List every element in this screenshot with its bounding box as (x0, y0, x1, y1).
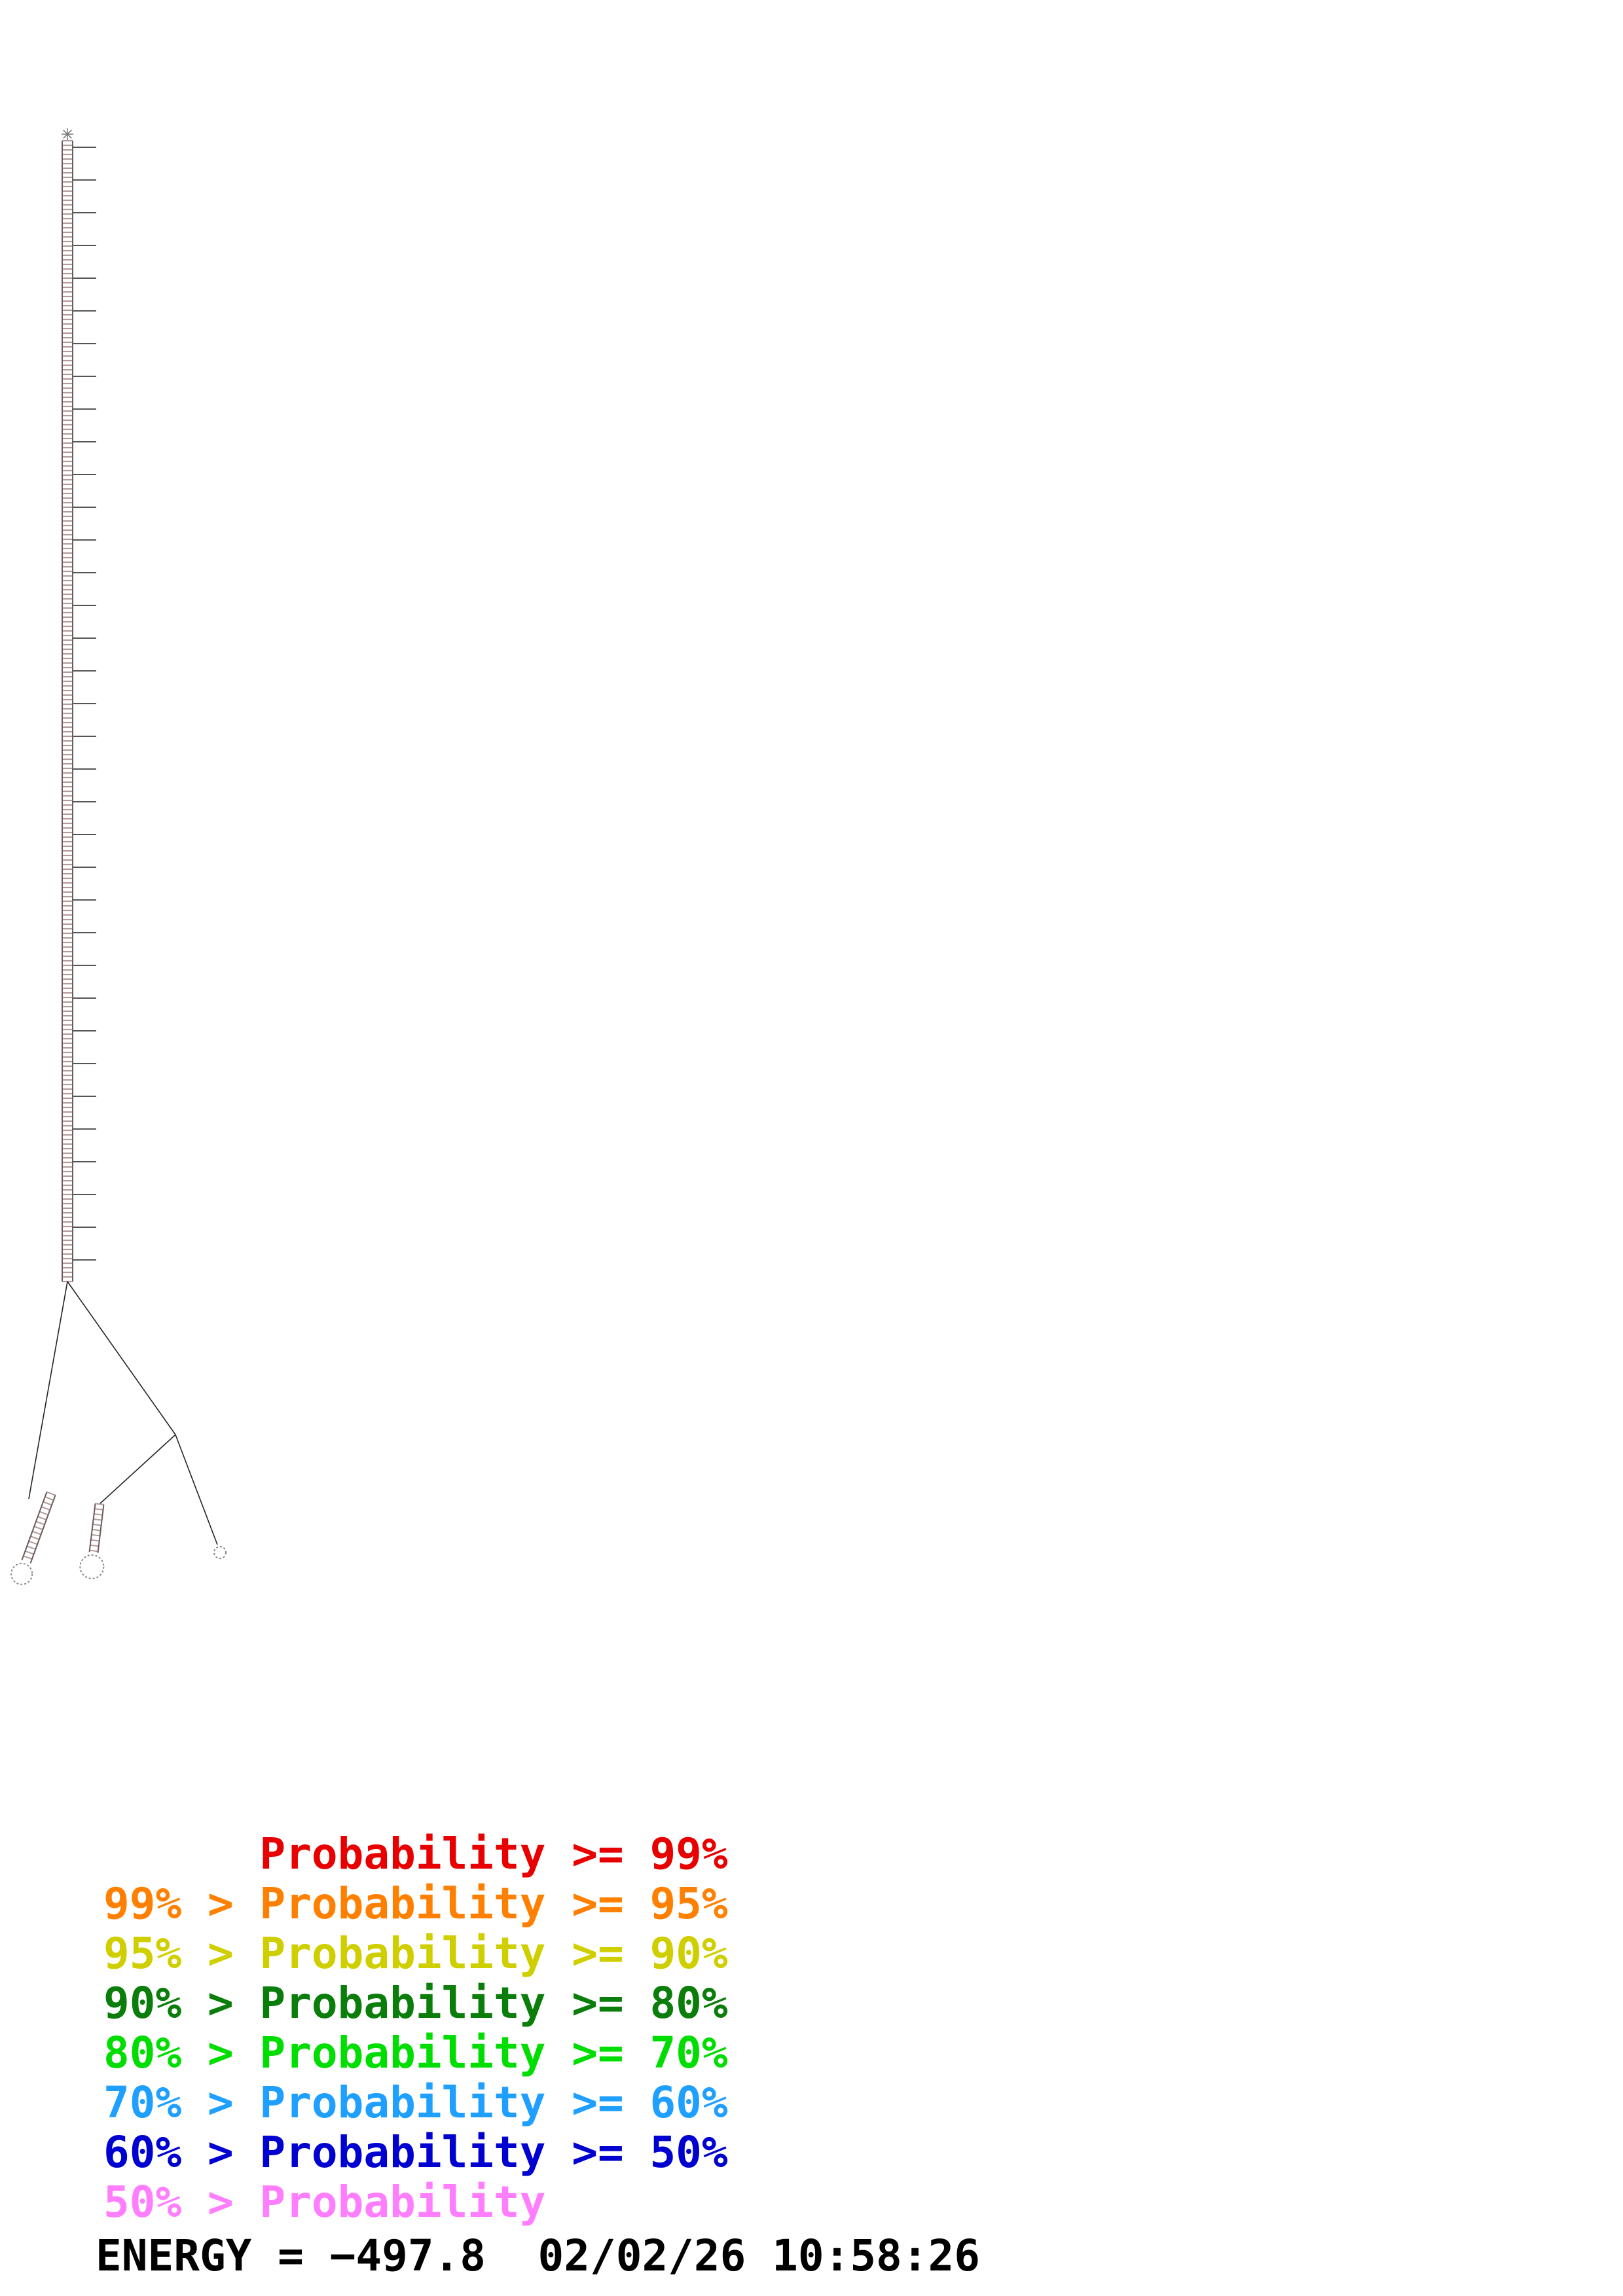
legend: Probability >= 99% 99% > Probability >= 9… (0, 1829, 728, 2227)
energy-line: ENERGY = −497.8 02/02/26 10:58:26 (96, 2231, 981, 2281)
legend-row-1: 99% > Probability >= 95% (103, 1878, 728, 1929)
legend-row-2: 95% > Probability >= 90% (103, 1928, 728, 1979)
legend-row-7: 50% > Probability (103, 2177, 546, 2227)
legend-row-5: 70% > Probability >= 60% (103, 2077, 728, 2128)
legend-row-6: 60% > Probability >= 50% (103, 2127, 728, 2178)
legend-row-4: 80% > Probability >= 70% (103, 2028, 728, 2078)
rna-secondary-structure-drawing (10, 128, 227, 1585)
legend-row-0: Probability >= 99% (103, 1829, 728, 1879)
legend-row-3: 90% > Probability >= 80% (103, 1978, 728, 2028)
